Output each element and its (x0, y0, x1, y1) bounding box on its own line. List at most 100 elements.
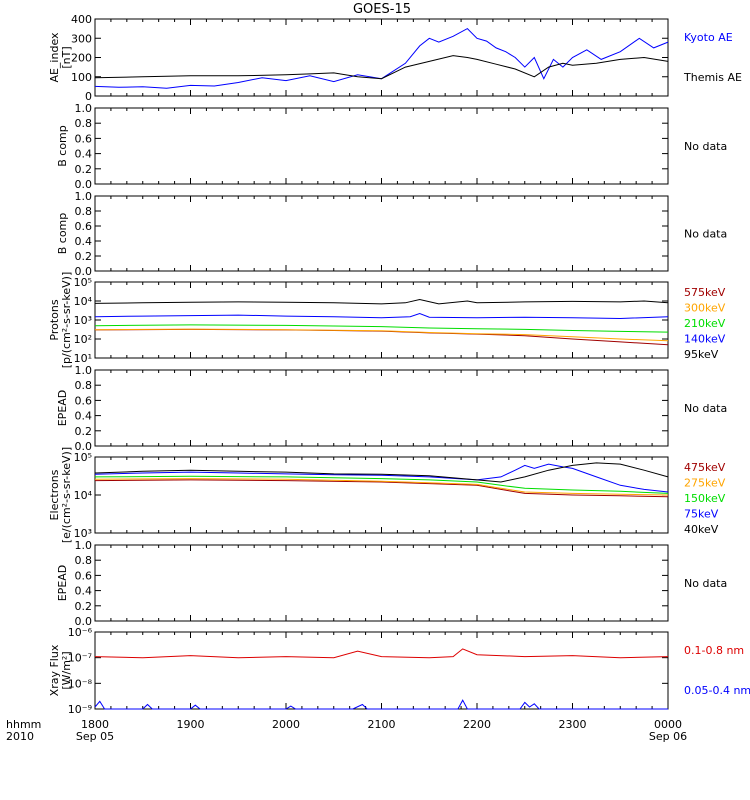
y-tick-label: 0.4 (75, 410, 93, 423)
legend-0-05-0-4-nm: 0.05-0.4 nm (684, 684, 750, 697)
y-tick-label: 10⁵ (74, 451, 92, 464)
y-tick-label: 0 (85, 90, 92, 103)
hour-label: 0000 (654, 718, 682, 731)
y-tick-label: 0.2 (75, 163, 93, 176)
series-line-0-1-0-8-nm (94, 648, 669, 659)
y-tick-label: 200 (71, 52, 92, 65)
hour-label: 2100 (368, 718, 396, 731)
series-line-150kev (94, 475, 669, 494)
legend-75kev: 75keV (684, 508, 719, 521)
series-line-themis-ae (94, 55, 669, 80)
y-tick-label: 0.4 (75, 585, 93, 598)
panel-ae: 0 100 200 300 400 AE_index [nT] Kyoto AE Themis … (48, 13, 742, 103)
legend-95kev: 95keV (684, 348, 719, 361)
y-tick-label: 10⁻⁹ (68, 703, 92, 716)
panel-electrons: 10³ 10⁴ 10⁵ Electrons [e/(cm²-s-sr-keV)] 475k… (48, 447, 726, 543)
series-line-275kev (94, 478, 669, 496)
y-tick-label: 0.4 (75, 235, 93, 248)
panels: 0 100 200 300 400 AE_index [nT] Kyoto AE Themis … (48, 13, 750, 716)
y-tick-label: 10³ (74, 527, 92, 540)
legend-150kev: 150keV (684, 492, 726, 505)
no-data-label: No data (684, 577, 727, 590)
no-data-label: No data (684, 228, 727, 241)
y-tick-label: 0.8 (75, 205, 93, 218)
no-data-label: No data (684, 402, 727, 415)
panel-epead1: 0.0 0.2 0.4 0.6 0.8 1.0 EPEAD No data (56, 364, 727, 453)
hour-label: 2000 (272, 718, 300, 731)
y-tick-label: 300 (71, 32, 92, 45)
y-axis-label: B comp (56, 213, 69, 255)
date-right-label: Sep 06 (649, 730, 687, 743)
y-tick-label: 0.4 (75, 148, 93, 161)
legend-275kev: 275keV (684, 477, 726, 490)
legend-210kev: 210keV (684, 317, 726, 330)
y-axis-label: Protons (48, 299, 61, 340)
y-tick-label: 0.2 (75, 425, 93, 438)
hour-label: 2200 (463, 718, 491, 731)
y-tick-label: 10³ (74, 314, 92, 327)
panel-frame (94, 107, 669, 185)
y-axis-label: [p/(cm²-s-sr-keV)] (60, 272, 73, 369)
y-tick-label: 0.8 (75, 554, 93, 567)
y-tick-label: 0.0 (75, 265, 93, 278)
panel-bcomp2: 0.0 0.2 0.4 0.6 0.8 1.0 B comp No data (56, 190, 727, 278)
y-axis-label: Electrons (48, 469, 61, 520)
series-line-475kev (94, 479, 669, 498)
series-line-210kev (94, 324, 669, 333)
y-tick-label: 10¹ (74, 352, 92, 365)
legend-40kev: 40keV (684, 523, 719, 536)
y-tick-label: 0.0 (75, 178, 93, 191)
y-axis-label: [nT] (60, 46, 73, 68)
time-axis: hhmm 2010 Sep 05 Sep 06 1800 1900 2000 2100… (6, 718, 687, 743)
y-tick-label: 10⁴ (74, 295, 93, 308)
legend-themis-ae: Themis AE (683, 71, 742, 84)
series-line-75kev (94, 463, 669, 493)
y-tick-label: 10⁻⁸ (68, 677, 93, 690)
series-line-95kev (94, 298, 669, 305)
legend-0-1-0-8-nm: 0.1-0.8 nm (684, 644, 744, 657)
y-axis-label: Xray Flux (48, 644, 61, 696)
y-tick-label: 10⁻⁶ (68, 626, 93, 639)
y-tick-label: 1.0 (75, 102, 93, 115)
panel-frame (94, 369, 669, 447)
series-line-0-05-0-4-nm (94, 699, 668, 710)
legend-kyoto-ae: Kyoto AE (684, 31, 733, 44)
y-tick-label: 0.6 (75, 569, 93, 582)
hour-label: 1900 (177, 718, 205, 731)
y-tick-label: 10⁻⁷ (68, 652, 92, 665)
year-label: 2010 (6, 730, 34, 743)
hhmm-label: hhmm (6, 718, 41, 731)
panel-epead2: 0.0 0.2 0.4 0.6 0.8 1.0 EPEAD No data (56, 539, 727, 628)
y-tick-label: 0.8 (75, 379, 93, 392)
series-line-kyoto-ae (94, 27, 669, 89)
panel-frame (94, 18, 669, 97)
no-data-label: No data (684, 140, 727, 153)
y-axis-label: [W/m²] (60, 651, 73, 689)
y-axis-label: EPEAD (56, 565, 69, 602)
panel-frame (94, 631, 669, 710)
panel-protons: 10¹ 10² 10³ 10⁴ 10⁵ Protons [p/(cm²-s-sr-keV)]… (48, 272, 726, 369)
legend-140kev: 140keV (684, 333, 726, 346)
y-tick-label: 0.2 (75, 600, 93, 613)
panel-frame (94, 281, 669, 359)
y-tick-label: 400 (71, 13, 92, 26)
panel-bcomp1: 0.0 0.2 0.4 0.6 0.8 1.0 B comp No data (56, 102, 727, 191)
y-tick-label: 1.0 (75, 190, 93, 203)
y-axis-label: [e/(cm²-s-sr-keV)] (60, 447, 73, 543)
y-axis-label: B comp (56, 125, 69, 167)
hour-label: 2300 (559, 718, 587, 731)
y-tick-label: 0.8 (75, 117, 93, 130)
series-line-300kev (94, 328, 669, 342)
panel-frame (94, 544, 669, 622)
y-tick-label: 10⁴ (74, 489, 93, 502)
y-axis-label: AE_index (48, 32, 61, 83)
panel-xray: 10⁻⁹ 10⁻⁸ 10⁻⁷ 10⁻⁶ Xray Flux [W/m²] 0.1-0.8 n… (48, 626, 750, 716)
series-line-140kev (94, 312, 669, 320)
y-tick-label: 0.0 (75, 615, 93, 628)
y-axis-label: EPEAD (56, 390, 69, 427)
legend-475kev: 475keV (684, 461, 726, 474)
y-tick-label: 10² (74, 333, 92, 346)
panel-frame (94, 195, 669, 272)
y-tick-label: 1.0 (75, 364, 93, 377)
